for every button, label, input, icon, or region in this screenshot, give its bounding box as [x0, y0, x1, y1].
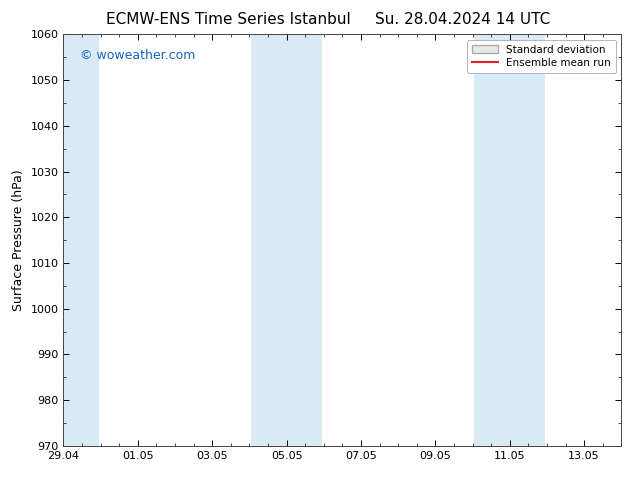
Bar — [474, 34, 545, 446]
Bar — [251, 34, 322, 446]
Text: Su. 28.04.2024 14 UTC: Su. 28.04.2024 14 UTC — [375, 12, 550, 27]
Bar — [61, 34, 99, 446]
Text: © woweather.com: © woweather.com — [80, 49, 195, 62]
Legend: Standard deviation, Ensemble mean run: Standard deviation, Ensemble mean run — [467, 40, 616, 73]
Y-axis label: Surface Pressure (hPa): Surface Pressure (hPa) — [12, 169, 25, 311]
Text: ECMW-ENS Time Series Istanbul: ECMW-ENS Time Series Istanbul — [106, 12, 351, 27]
